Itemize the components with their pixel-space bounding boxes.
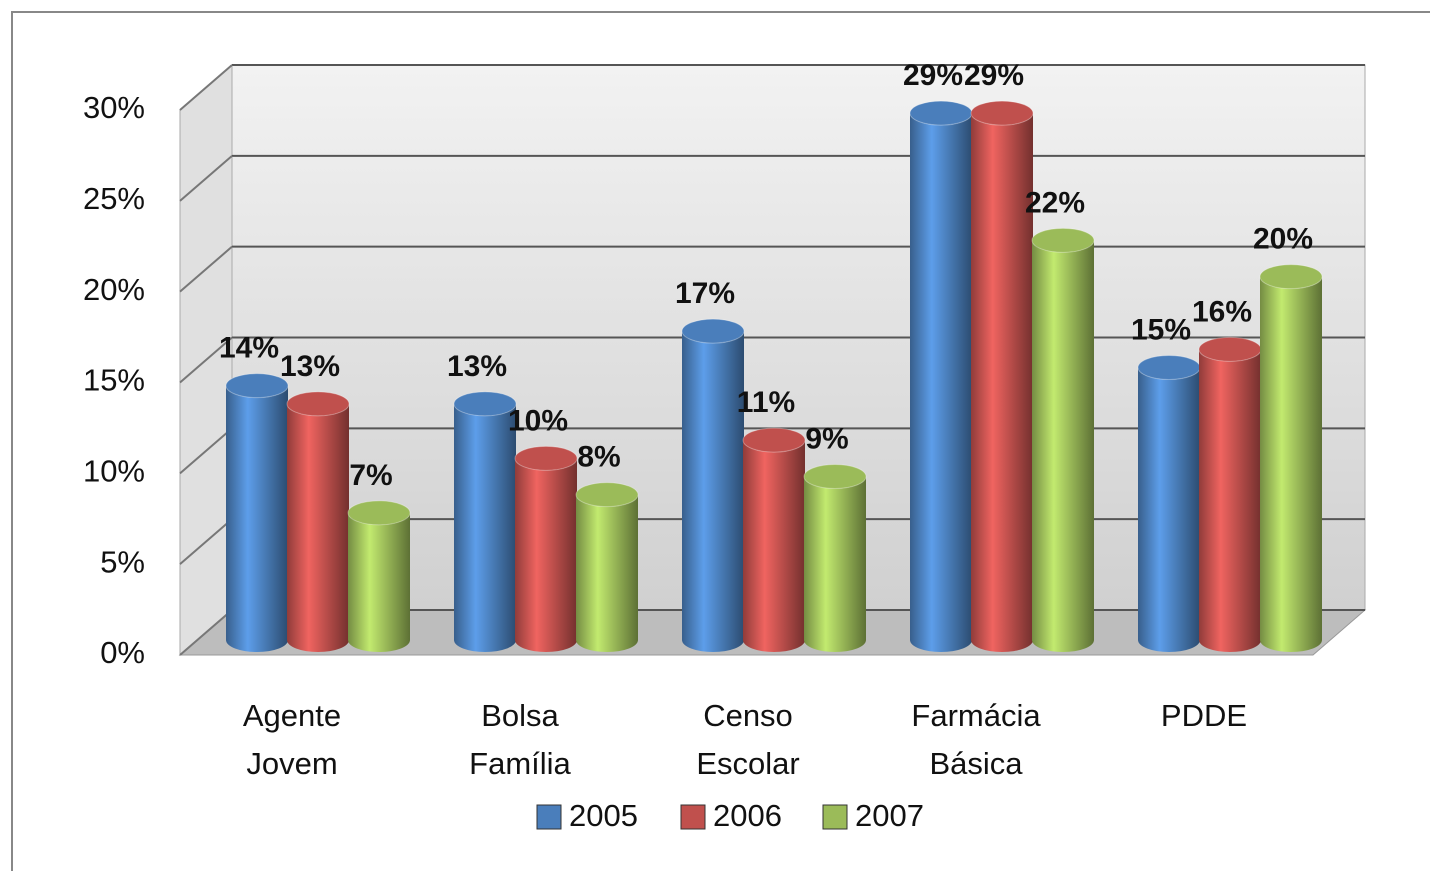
bar bbox=[682, 331, 744, 652]
y-tick-label: 25% bbox=[83, 181, 145, 216]
bar bbox=[454, 403, 516, 652]
bar-top bbox=[514, 445, 578, 471]
grid-line-side bbox=[179, 427, 233, 475]
grid-line-side bbox=[179, 64, 233, 111]
bar-top bbox=[909, 100, 973, 126]
value-label: 14% bbox=[219, 332, 279, 365]
value-label: 29% bbox=[903, 59, 963, 92]
x-tick-label: Censo Escolar bbox=[696, 698, 799, 781]
legend-swatch bbox=[536, 804, 562, 830]
legend-label: 2006 bbox=[713, 798, 782, 833]
bar-top bbox=[681, 318, 745, 344]
bar-top bbox=[970, 100, 1034, 126]
x-tick-label: PDDE bbox=[1161, 698, 1247, 733]
bar-top bbox=[286, 391, 350, 417]
y-tick-label: 20% bbox=[83, 272, 145, 307]
legend-swatch bbox=[822, 804, 848, 830]
legend-swatch bbox=[680, 804, 706, 830]
y-tick-label: 10% bbox=[83, 454, 145, 489]
bar bbox=[1199, 349, 1261, 652]
value-label: 13% bbox=[447, 350, 507, 383]
x-tick-label: Bolsa Família bbox=[469, 698, 571, 781]
value-label: 22% bbox=[1025, 186, 1085, 219]
value-label: 20% bbox=[1253, 223, 1313, 256]
grid-line-side bbox=[179, 245, 233, 293]
bar bbox=[910, 113, 972, 652]
value-label: 8% bbox=[577, 441, 620, 474]
y-tick-label: 30% bbox=[83, 90, 145, 125]
bar-top bbox=[742, 427, 806, 453]
bar bbox=[1138, 367, 1200, 652]
value-label: 10% bbox=[508, 404, 568, 437]
bar-top bbox=[453, 391, 517, 417]
value-label: 11% bbox=[737, 386, 795, 419]
bar bbox=[804, 476, 866, 652]
bar-top bbox=[225, 373, 289, 399]
y-tick-label: 0% bbox=[100, 635, 145, 670]
value-label: 29% bbox=[964, 59, 1024, 92]
bar bbox=[515, 458, 577, 652]
value-label: 13% bbox=[280, 350, 340, 383]
bar bbox=[743, 440, 805, 652]
bar bbox=[1032, 240, 1094, 653]
x-tick-label: Farmácia Básica bbox=[911, 698, 1041, 781]
value-label: 16% bbox=[1192, 295, 1252, 328]
bar bbox=[971, 113, 1033, 652]
bar bbox=[287, 403, 349, 652]
bar-top bbox=[347, 500, 411, 526]
value-label: 17% bbox=[675, 277, 735, 310]
legend-label: 2005 bbox=[569, 798, 638, 833]
bar bbox=[1260, 276, 1322, 652]
grid-line-side bbox=[179, 336, 233, 384]
y-tick-label: 5% bbox=[100, 544, 145, 579]
x-tick-label: Agente Jovem bbox=[243, 698, 341, 781]
y-tick-label: 15% bbox=[83, 363, 145, 398]
value-label: 15% bbox=[1131, 313, 1191, 346]
grid-line-side bbox=[179, 518, 233, 565]
bar-top bbox=[1198, 336, 1262, 362]
bar-top bbox=[803, 464, 867, 489]
bar-top bbox=[1031, 227, 1095, 253]
bar-top bbox=[1137, 355, 1201, 380]
grid-line-side bbox=[179, 609, 233, 656]
frame bbox=[11, 11, 1430, 871]
bar-top bbox=[1259, 264, 1323, 290]
value-label: 7% bbox=[349, 459, 392, 492]
value-label: 9% bbox=[805, 422, 848, 455]
legend-label: 2007 bbox=[855, 798, 924, 833]
bar bbox=[576, 494, 638, 652]
bar bbox=[226, 385, 288, 652]
bar-top bbox=[575, 482, 639, 508]
bar bbox=[348, 512, 410, 652]
grid-line-side bbox=[179, 155, 233, 202]
